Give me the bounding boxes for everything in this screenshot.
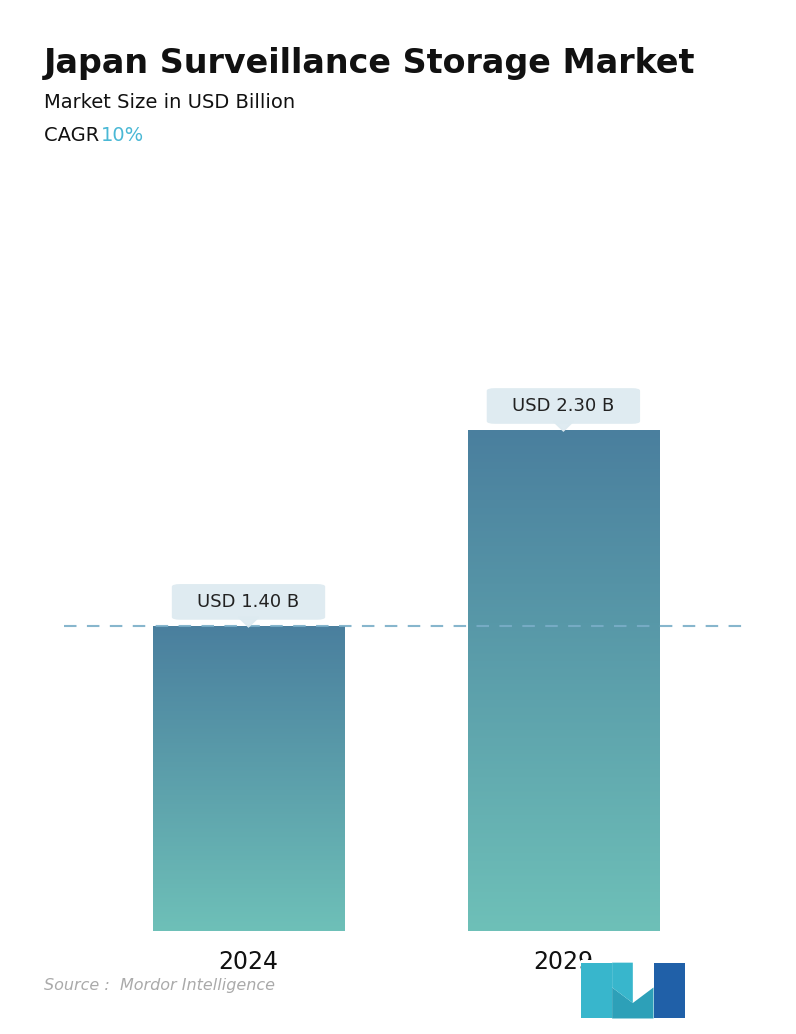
FancyBboxPatch shape [486,388,640,424]
Polygon shape [238,617,259,627]
Text: 10%: 10% [101,126,144,145]
Polygon shape [654,963,685,1018]
Text: USD 2.30 B: USD 2.30 B [513,397,615,415]
Text: Market Size in USD Billion: Market Size in USD Billion [44,93,295,112]
Text: USD 1.40 B: USD 1.40 B [197,592,299,611]
Polygon shape [581,963,612,1018]
Text: CAGR: CAGR [44,126,111,145]
Polygon shape [553,421,574,431]
FancyBboxPatch shape [172,584,326,619]
Text: Source :  Mordor Intelligence: Source : Mordor Intelligence [44,977,275,993]
Polygon shape [612,963,633,1003]
Polygon shape [612,987,654,1018]
Text: Japan Surveillance Storage Market: Japan Surveillance Storage Market [44,47,695,80]
